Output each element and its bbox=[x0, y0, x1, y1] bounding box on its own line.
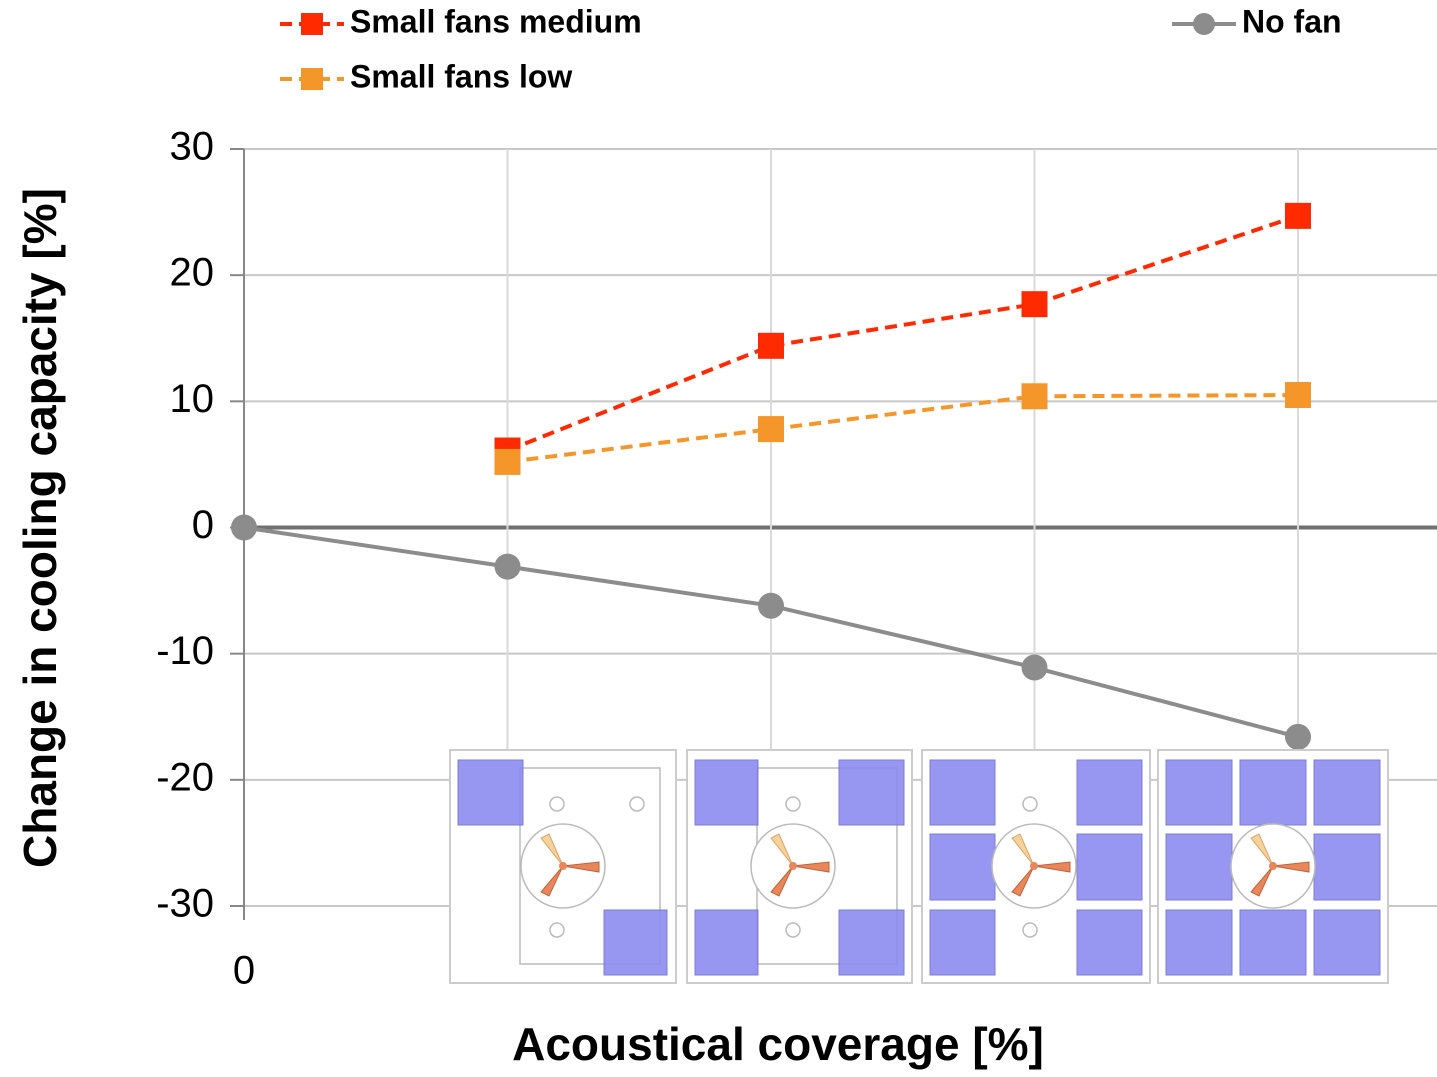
marker bbox=[1285, 382, 1311, 408]
x-tick-label: 0 bbox=[233, 949, 255, 993]
marker bbox=[1285, 724, 1311, 750]
y-tick-label: 20 bbox=[170, 251, 215, 295]
series-line bbox=[508, 216, 1299, 451]
marker bbox=[1022, 291, 1048, 317]
marker bbox=[1022, 383, 1048, 409]
y-tick-label: -20 bbox=[156, 755, 214, 799]
y-tick-label: -30 bbox=[156, 882, 214, 926]
y-tick-label: -10 bbox=[156, 629, 214, 673]
chart: -30 -20 -10 0 10 20 30 0 bbox=[0, 0, 1437, 1077]
legend-marker bbox=[301, 68, 323, 90]
legend-label: Small fans low bbox=[350, 58, 572, 94]
marker bbox=[758, 416, 784, 442]
legend-marker bbox=[301, 13, 323, 35]
marker bbox=[758, 593, 784, 619]
floor-plan bbox=[687, 750, 912, 983]
marker bbox=[758, 333, 784, 359]
floor-plan bbox=[1158, 750, 1388, 983]
y-tick-label: 0 bbox=[192, 503, 214, 547]
legend-label: Small fans medium bbox=[350, 3, 642, 39]
floor-plan bbox=[922, 750, 1150, 983]
x-axis-title: Acoustical coverage [%] bbox=[512, 1018, 1044, 1070]
marker bbox=[231, 515, 257, 541]
legend: Small fans medium Small fans low No fan bbox=[280, 3, 1342, 94]
legend-label: No fan bbox=[1242, 3, 1342, 39]
layout-insets bbox=[450, 750, 1388, 983]
y-axis-title: Change in cooling capacity [%] bbox=[14, 188, 66, 868]
floor-plan bbox=[450, 750, 676, 983]
marker bbox=[1285, 203, 1311, 229]
marker bbox=[1022, 655, 1048, 681]
legend-marker bbox=[1193, 13, 1215, 35]
y-tick-label: 10 bbox=[170, 377, 215, 421]
marker bbox=[495, 449, 521, 475]
series-line bbox=[508, 395, 1299, 462]
y-tick-label: 30 bbox=[170, 125, 215, 169]
marker bbox=[495, 554, 521, 580]
